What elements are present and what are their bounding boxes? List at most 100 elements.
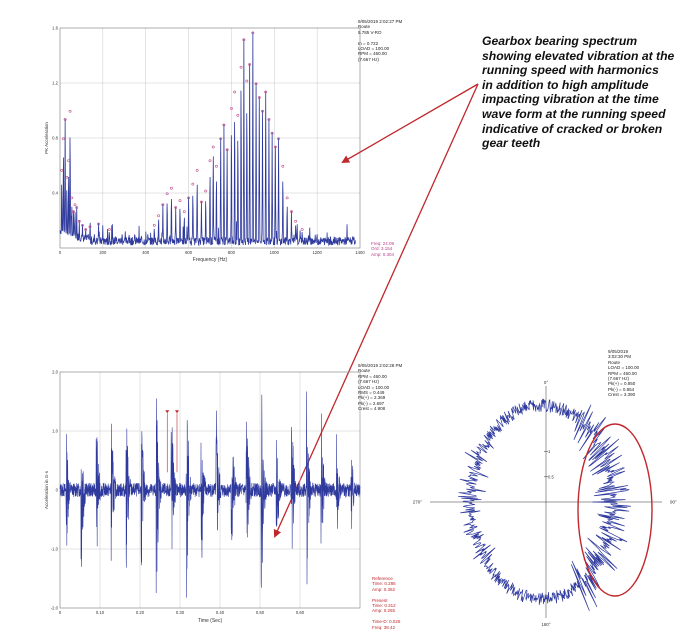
waveform-x-tick: 0.60 — [296, 610, 305, 615]
waveform-info-line: (7.667 Hz) — [358, 379, 380, 385]
cursor-marker — [175, 410, 179, 414]
spectrum-peak-marker — [191, 182, 195, 186]
spectrum-x-tick: 200 — [99, 250, 107, 255]
annotation-line: in addition to high amplitude — [482, 77, 649, 92]
waveform-info-line: Pk(+) = 2.369 — [358, 395, 386, 401]
annotation-line: indicative of cracked or broken — [482, 121, 663, 136]
spectrum-x-tick: 1000 — [270, 250, 280, 255]
spectrum-info-line: (7.667 Hz) — [358, 56, 380, 62]
spectrum-peak-marker — [281, 164, 285, 168]
waveform-tick-labels: 0 0.10 0.20 0.30 0.40 0.50 0.60 2.0 1.0 0 -1.0 -2.0 — [51, 370, 305, 616]
annotation-text: Gearbox bearing spectrum showing elevated… — [482, 34, 687, 151]
spectrum-peak-marker — [236, 113, 240, 117]
waveform-x-label: Time (Sec) — [198, 618, 223, 624]
spectrum-info: 9/05/2019 2:02:27 PM Route 5.785 V-RO In =… — [358, 19, 402, 62]
spectrum-x-tick: 0 — [59, 250, 62, 255]
waveform-y-tick: -1.0 — [51, 547, 59, 552]
spectrum-peak-marker — [62, 137, 65, 141]
spectrum-peak-marker — [97, 222, 100, 226]
spectrum-peak-marker — [261, 109, 264, 113]
waveform-x-tick: 0.40 — [216, 610, 225, 615]
spectrum-peak-marker — [161, 203, 165, 207]
spectrum-info-line: RPM = 460.00 — [358, 51, 387, 57]
polar-angle-label: 180° — [541, 622, 551, 627]
waveform-cursors — [165, 410, 179, 473]
spectrum-peak-marker — [81, 223, 84, 227]
waveform-trace — [59, 391, 361, 598]
spectrum-peak-marker — [65, 175, 69, 179]
polar-info-line: LOAD = 100.00 — [608, 365, 640, 371]
annotation-line: running speed with harmonics — [482, 63, 659, 78]
spectrum-info-line: Route — [358, 24, 371, 30]
spectrum-tick-labels: 0 200 400 600 800 1000 1200 1400 1.6 1.2 0.8 0.4 — [52, 26, 365, 256]
polar-axes: 0.51 — [430, 386, 662, 618]
waveform-x-tick: 0.10 — [96, 610, 105, 615]
spectrum-peak-marker — [294, 219, 298, 223]
waveform-cursor-line: Time: 0.312 — [372, 603, 396, 609]
spectrum-peak-marker — [70, 196, 74, 200]
polar-info-line: 3:02:30 PM — [608, 354, 632, 360]
highlight-ellipse — [577, 423, 653, 597]
waveform-x-tick: 0.20 — [136, 610, 145, 615]
spectrum-peak-marker — [239, 65, 243, 69]
spectrum-cursor-line: Ord: 3.154 — [371, 246, 393, 252]
spectrum-peak-marker — [222, 123, 226, 127]
spectrum-peak-marker — [248, 63, 252, 66]
spectrum-peak-marker — [270, 131, 274, 135]
waveform-cursor-line: Reference — [372, 576, 393, 581]
spectrum-x-label: Frequency (Hz) — [193, 257, 228, 263]
waveform-x-tick: 0.30 — [176, 610, 185, 615]
spectrum-peak-marker — [107, 228, 111, 231]
spectrum-peak-marker — [182, 210, 186, 214]
waveform-cursor-line: Amp: 0.362 — [372, 586, 396, 592]
spectrum-peak-marker — [84, 228, 88, 231]
spectrum-y-tick: 1.2 — [52, 81, 58, 86]
spectrum-peak-marker — [242, 38, 246, 42]
waveform-info-line: RMS = 0.449 — [358, 390, 385, 396]
spectrum-peak-marker — [211, 145, 215, 149]
polar-angle-labels: 0° 90° 180° 270° — [413, 380, 677, 627]
spectrum-peak-marker — [285, 196, 289, 200]
arrow-to-spectrum — [341, 83, 479, 164]
spectrum-y-label: PK Acceleration — [44, 122, 49, 154]
spectrum-peak-marker — [165, 192, 169, 196]
spectrum-peak-marker — [72, 210, 75, 214]
spectrum-peak-marker — [178, 199, 182, 203]
spectrum-x-tick: 1400 — [355, 250, 365, 255]
waveform-info-line: RPM = 460.00 — [358, 373, 387, 379]
spectrum-peak-marker — [208, 159, 212, 163]
waveform-cursor-line: Present — [372, 597, 388, 603]
waveform-x-tick: 0 — [59, 610, 62, 615]
waveform-cursor-line: Freq: 38.42 — [372, 624, 396, 630]
polar-info-line: 9/05/2019 — [608, 349, 629, 354]
waveform-y-label: Acceleration in G-s — [44, 470, 49, 509]
polar-angle-label: 270° — [413, 500, 423, 505]
spectrum-x-tick: 600 — [185, 250, 193, 255]
waveform-info-line: LOAD = 100.00 — [358, 384, 390, 390]
spectrum-info-line: 9/05/2019 2:02:27 PM — [358, 19, 403, 24]
waveform-info-line: 9/05/2019 2:02:28 PM — [358, 363, 403, 368]
spectrum-x-tick: 400 — [142, 250, 150, 255]
polar-info-line: Crest = 3.390 — [608, 392, 636, 398]
spectrum-y-tick: 1.6 — [52, 26, 58, 31]
spectrum-x-tick: 1200 — [312, 250, 322, 255]
polar-radial-tick: 1 — [548, 449, 551, 454]
spectrum-info-line: LOAD = 100.00 — [358, 46, 390, 52]
spectrum-peak-marker — [157, 214, 160, 218]
polar-info-line: Pk(+) = 0.850 — [608, 381, 636, 387]
spectrum-peak-marker — [230, 107, 233, 110]
spectrum-peak-marker — [68, 109, 72, 113]
waveform-cursor-line: Amp: 0.265 — [372, 608, 396, 614]
spectrum-peak-marker — [170, 186, 173, 190]
annotation-line: Gearbox bearing spectrum — [482, 34, 638, 48]
annotation-line: showing elevated vibration at the — [482, 48, 675, 63]
spectrum-cursor-readout: Freq: 24.09 Ord: 3.154 Amp: 0.304 — [371, 241, 394, 257]
waveform-y-tick: -2.0 — [51, 606, 59, 611]
waveform-cursor-line: Time: 0.286 — [372, 581, 396, 587]
annotation-line: gear teeth — [482, 136, 541, 151]
spectrum-peak-marker — [277, 137, 280, 141]
spectrum-peak-marker — [300, 228, 304, 231]
polar-info: 9/05/2019 3:02:30 PM Route LOAD = 100.00 RPM… — [608, 349, 639, 398]
spectrum-peak-marker — [233, 90, 237, 94]
spectrum-info-line: In = 0.722 — [358, 40, 379, 46]
